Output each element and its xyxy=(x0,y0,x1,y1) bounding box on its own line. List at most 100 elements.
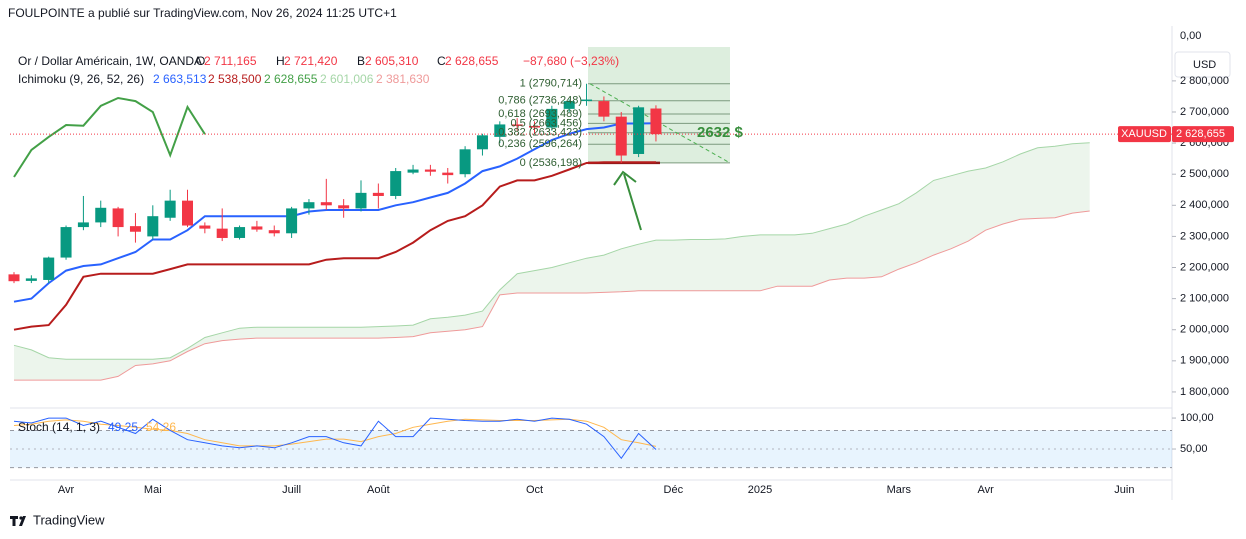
y-tick-label: 100,00 xyxy=(1180,412,1214,424)
x-tick-label: Mars xyxy=(887,484,912,496)
logo-text: TradingView xyxy=(33,512,105,527)
x-tick-label: Juill xyxy=(282,484,301,496)
candle-body xyxy=(598,101,610,117)
change: −87,680 (−3,23%) xyxy=(523,54,619,68)
fib-box xyxy=(588,47,730,163)
y-tick-label: 2 800,000 xyxy=(1180,75,1229,87)
fib-label: 0 (2536,198) xyxy=(520,157,582,169)
candle-body xyxy=(459,149,471,175)
candle-body xyxy=(77,222,89,228)
y-tick-label: 2 100,000 xyxy=(1180,293,1229,305)
ohlc-value: 2 721,420 xyxy=(284,54,338,68)
ichimoku-line xyxy=(13,122,657,303)
candle-body xyxy=(338,205,350,209)
header: FOULPOINTE a publié sur TradingView.com,… xyxy=(8,6,397,20)
x-tick-label: Juin xyxy=(1114,484,1134,496)
ichimoku-legend: 2 381,630 xyxy=(376,72,430,86)
candle-body xyxy=(112,208,124,228)
stoch-title: Stoch (14, 1, 3) xyxy=(18,420,100,434)
fib-label: 1 (2790,714) xyxy=(520,78,582,90)
x-tick-label: Oct xyxy=(526,484,543,496)
symbol-tag xyxy=(1118,126,1171,143)
candle-body xyxy=(650,108,662,135)
candle-body xyxy=(8,274,20,282)
symbol-label: XAUUSD xyxy=(1121,128,1167,140)
stoch-line xyxy=(13,417,657,460)
candle-body xyxy=(355,192,367,209)
stoch-legend: 54,26 xyxy=(146,420,176,434)
arrow xyxy=(613,170,642,231)
y-tick-label: 2 500,000 xyxy=(1180,168,1229,180)
candle-body xyxy=(286,208,298,234)
y-tick-label: 2 300,000 xyxy=(1180,230,1229,242)
ichimoku-legend: 2 663,513 xyxy=(153,72,207,86)
candle-body xyxy=(216,228,228,238)
candle-body xyxy=(25,278,37,281)
ichimoku-line xyxy=(13,142,1090,360)
ohlc-key: C xyxy=(437,54,446,68)
ichimoku-legend: 2 601,006 xyxy=(320,72,374,86)
ohlc-value: 2 605,310 xyxy=(365,54,419,68)
ichimoku-title: Ichimoku (9, 26, 52, 26) xyxy=(18,72,144,86)
y-tick-label: 2 000,000 xyxy=(1180,324,1229,336)
candle-body xyxy=(494,124,506,137)
ichimoku-line xyxy=(14,210,1090,381)
currency-box xyxy=(1174,51,1231,78)
candle-body xyxy=(303,202,315,209)
candle-body xyxy=(442,172,454,176)
fib-label: 0,618 (2693,489) xyxy=(498,108,582,120)
fib-label: 0,382 (2633,423) xyxy=(498,127,582,139)
candle-body xyxy=(424,169,436,172)
ohlc-value: 2 628,655 xyxy=(445,54,499,68)
ohlc-key: O xyxy=(196,54,205,68)
candle-body xyxy=(390,171,402,196)
y-tick-label: 50,00 xyxy=(1180,443,1208,455)
price-tag xyxy=(1172,126,1234,143)
x-tick-label: Avr xyxy=(58,484,75,496)
candle-body xyxy=(251,226,263,230)
fib-label: 0,236 (2596,264) xyxy=(498,138,582,150)
price-label: 2 628,655 xyxy=(1176,128,1225,140)
ichimoku-line xyxy=(13,161,656,331)
fib-label: 0,5 (2663,456) xyxy=(510,117,582,129)
candle-body xyxy=(43,257,55,280)
x-tick-label: Mai xyxy=(144,484,162,496)
symbol-title: Or / Dollar Américain, 1W, OANDA xyxy=(18,54,202,68)
y-tick-label: 1 900,000 xyxy=(1180,355,1229,367)
x-tick-label: Avr xyxy=(977,484,994,496)
candle-body xyxy=(581,99,593,102)
candle-body xyxy=(147,216,159,237)
candle-body xyxy=(407,169,419,173)
x-tick-label: Août xyxy=(367,484,390,496)
stoch-line xyxy=(13,418,657,447)
top-label: 0,00 xyxy=(1180,30,1201,42)
candle-body xyxy=(234,227,246,238)
candle-body xyxy=(476,135,488,150)
ohlc-key: H xyxy=(276,54,285,68)
candle-body xyxy=(129,226,141,232)
candle-body xyxy=(633,107,645,154)
ohlc-key: B xyxy=(357,54,365,68)
candle-body xyxy=(615,116,627,156)
y-tick-label: 2 700,000 xyxy=(1180,106,1229,118)
candle-body xyxy=(60,227,72,258)
cloud-fill xyxy=(14,142,1090,381)
candle-body xyxy=(199,225,211,229)
logo xyxy=(10,516,26,526)
y-tick-label: 1 800,000 xyxy=(1180,386,1229,398)
candle-body xyxy=(546,108,558,128)
candle-body xyxy=(511,124,523,126)
plot xyxy=(8,47,1172,469)
currency: USD xyxy=(1193,59,1216,71)
x-tick-label: Déc xyxy=(664,484,684,496)
ichimoku-line xyxy=(13,96,206,178)
ichimoku-legend: 2 538,500 xyxy=(208,72,262,86)
stoch-legend: 49,25 xyxy=(108,420,138,434)
ohlc-value: 2 711,165 xyxy=(204,54,257,68)
candle-body xyxy=(529,125,540,128)
candle-body xyxy=(182,200,193,226)
candle-body xyxy=(372,192,384,196)
candle-body xyxy=(164,200,176,218)
y-tick-label: 2 200,000 xyxy=(1180,261,1229,273)
